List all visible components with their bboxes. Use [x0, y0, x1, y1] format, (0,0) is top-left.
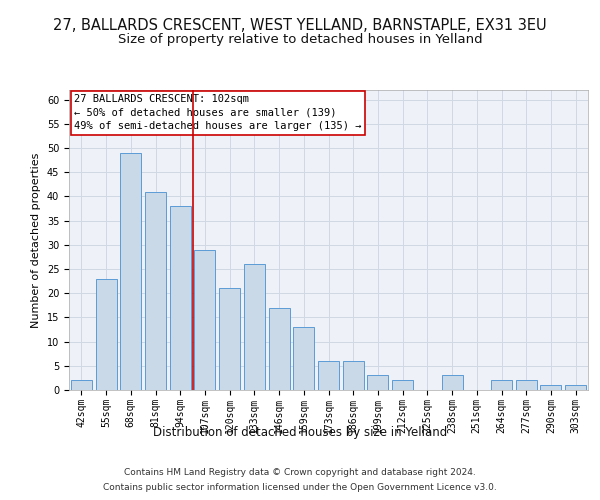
Bar [367, 376, 388, 390]
Bar [170, 206, 191, 390]
Bar [565, 385, 586, 390]
Text: Size of property relative to detached houses in Yelland: Size of property relative to detached ho… [118, 32, 482, 46]
Bar [318, 361, 339, 390]
Bar [95, 278, 116, 390]
Bar [392, 380, 413, 390]
Y-axis label: Number of detached properties: Number of detached properties [31, 152, 41, 328]
Bar [194, 250, 215, 390]
Bar [541, 385, 562, 390]
Bar [343, 361, 364, 390]
Bar [219, 288, 240, 390]
Bar [120, 153, 141, 390]
Bar [244, 264, 265, 390]
Bar [516, 380, 537, 390]
Bar [491, 380, 512, 390]
Text: 27 BALLARDS CRESCENT: 102sqm
← 50% of detached houses are smaller (139)
49% of s: 27 BALLARDS CRESCENT: 102sqm ← 50% of de… [74, 94, 362, 131]
Text: Contains HM Land Registry data © Crown copyright and database right 2024.: Contains HM Land Registry data © Crown c… [124, 468, 476, 477]
Text: Contains public sector information licensed under the Open Government Licence v3: Contains public sector information licen… [103, 483, 497, 492]
Text: Distribution of detached houses by size in Yelland: Distribution of detached houses by size … [153, 426, 447, 439]
Bar [145, 192, 166, 390]
Text: 27, BALLARDS CRESCENT, WEST YELLAND, BARNSTAPLE, EX31 3EU: 27, BALLARDS CRESCENT, WEST YELLAND, BAR… [53, 18, 547, 32]
Bar [442, 376, 463, 390]
Bar [293, 327, 314, 390]
Bar [71, 380, 92, 390]
Bar [269, 308, 290, 390]
